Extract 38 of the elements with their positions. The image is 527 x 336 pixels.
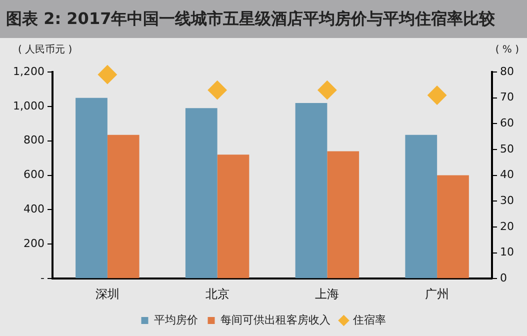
y-tick-label: 800 [23, 134, 44, 147]
y2-axis-title: ( % ) [495, 44, 520, 56]
bar [107, 134, 140, 278]
y2-tick-label: 30 [500, 194, 514, 207]
y-tick-label: 1,000 [12, 99, 44, 112]
y2-tick-label: 70 [500, 90, 514, 104]
y2-tick-label: 0 [500, 271, 508, 284]
y-axis-title: ( 人民币元 ) [18, 44, 72, 56]
point [318, 80, 337, 100]
y2-tick-label: 40 [500, 168, 514, 182]
y-tick-label: 200 [23, 237, 44, 250]
y-tick-label: 600 [23, 168, 44, 182]
bar [437, 175, 469, 278]
legend-label: 每间可供出租客房收入 [220, 313, 330, 326]
y2-tick-label: 80 [500, 64, 514, 78]
y2-tick-label: 20 [500, 220, 514, 233]
point [428, 86, 447, 105]
y-tick-label: - [40, 271, 45, 284]
y2-tick-label: 60 [500, 116, 514, 130]
point [98, 65, 117, 84]
x-tick-label: 广州 [425, 286, 450, 301]
bar [217, 154, 250, 278]
legend-label: 平均房价 [154, 313, 198, 326]
bar [295, 102, 328, 278]
y2-tick-label: 10 [500, 246, 514, 259]
bar [185, 108, 218, 278]
y2-tick-label: 50 [500, 142, 514, 156]
y-tick-label: 1,200 [12, 64, 44, 78]
bar [327, 151, 360, 278]
bar [405, 134, 438, 278]
point [208, 80, 227, 100]
bar [76, 98, 108, 278]
y-tick-label: 400 [23, 202, 44, 216]
x-tick-label: 北京 [205, 286, 230, 301]
x-tick-label: 深圳 [95, 286, 120, 301]
legend-label: 住宿率 [352, 313, 386, 326]
chart-title: 图表 2: 2017年中国一线城市五星级酒店平均房价与平均住宿率比较 [0, 0, 527, 38]
x-tick-label: 上海 [315, 286, 340, 301]
